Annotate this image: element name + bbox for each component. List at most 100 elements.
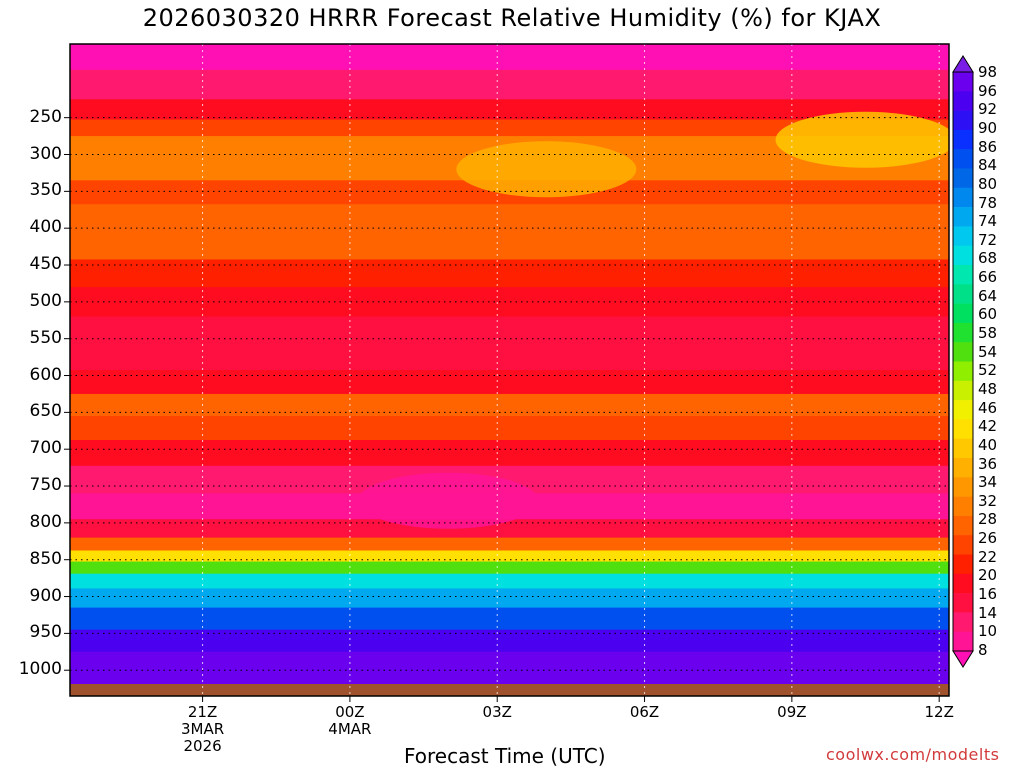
colorbar-tick-label: 80 bbox=[978, 174, 998, 193]
colorbar-tick-label: 66 bbox=[978, 268, 998, 287]
y-tick-label: 500 bbox=[29, 290, 62, 311]
colorbar-swatch bbox=[953, 612, 973, 632]
x-tick-label-line: 4MAR bbox=[328, 720, 372, 738]
colorbar-top-arrow bbox=[952, 55, 974, 73]
colorbar-swatch bbox=[953, 322, 973, 343]
colorbar-tick-label: 78 bbox=[978, 193, 998, 212]
colorbar-swatch bbox=[953, 91, 973, 111]
rh-band bbox=[70, 573, 949, 589]
rh-band bbox=[70, 651, 949, 675]
colorbar-tick-label: 42 bbox=[978, 417, 998, 436]
colorbar-swatch bbox=[953, 535, 973, 555]
y-tick-label: 950 bbox=[29, 622, 62, 643]
x-tick-label-line: 2026 bbox=[183, 737, 222, 755]
colorbar-tick-label: 26 bbox=[978, 529, 998, 548]
colorbar-swatch bbox=[953, 554, 973, 575]
humidity-field bbox=[70, 44, 949, 696]
colorbar-swatch bbox=[953, 245, 973, 266]
rh-band bbox=[70, 287, 949, 318]
y-tick-label: 850 bbox=[29, 548, 62, 569]
rh-band bbox=[70, 607, 949, 631]
colorbar-swatch bbox=[953, 149, 973, 169]
colorbar-tick-label: 60 bbox=[978, 305, 998, 324]
colorbar-tick-label: 46 bbox=[978, 398, 998, 417]
colorbar-tick-label: 8 bbox=[978, 641, 988, 659]
colorbar-tick-label: 90 bbox=[978, 118, 998, 137]
colorbar-tick-label: 34 bbox=[978, 473, 998, 492]
x-tick-label: 12Z bbox=[899, 704, 979, 721]
x-tick-label-line: 12Z bbox=[924, 703, 954, 721]
colorbar-swatch bbox=[953, 207, 973, 227]
colorbar-tick-label: 86 bbox=[978, 137, 998, 156]
colorbar-swatch bbox=[953, 110, 973, 131]
colorbar-bottom-arrow bbox=[952, 650, 974, 668]
colorbar-tick-label: 98 bbox=[978, 63, 998, 81]
x-tick-label-line: 03Z bbox=[482, 703, 512, 721]
colorbar-tick-label: 74 bbox=[978, 212, 998, 231]
colorbar-swatch bbox=[953, 438, 973, 459]
y-tick-label: 450 bbox=[29, 254, 62, 275]
y-tick-label: 300 bbox=[29, 143, 62, 164]
x-tick-label-line: 00Z bbox=[335, 703, 365, 721]
colorbar-tick-label: 20 bbox=[978, 566, 998, 585]
x-tick-label: 00Z 4MAR bbox=[310, 704, 390, 738]
colorbar-swatch bbox=[953, 342, 973, 362]
colorbar-swatch bbox=[953, 573, 973, 594]
colorbar-tick-label: 28 bbox=[978, 510, 998, 529]
y-tick-label: 750 bbox=[29, 475, 62, 496]
y-tick-label: 350 bbox=[29, 180, 62, 201]
colorbar-tick-label: 48 bbox=[978, 379, 998, 398]
colorbar-tick-label: 64 bbox=[978, 286, 998, 305]
colorbar-tick-label: 32 bbox=[978, 491, 998, 510]
rh-band bbox=[70, 204, 949, 233]
y-tick-label: 900 bbox=[29, 585, 62, 606]
x-tick-label: 09Z bbox=[752, 704, 832, 721]
credit-link[interactable]: coolwx.com/modelts bbox=[826, 745, 1000, 764]
rh-feature bbox=[358, 472, 539, 529]
colorbar-swatch bbox=[953, 380, 973, 401]
rh-band bbox=[70, 44, 949, 71]
colorbar-swatch bbox=[953, 303, 973, 324]
plot-frame bbox=[69, 43, 950, 697]
x-tick-label: 21Z 3MAR 2026 bbox=[163, 704, 243, 755]
colorbar-tick-label: 36 bbox=[978, 454, 998, 473]
rh-band bbox=[70, 550, 949, 563]
rh-feature bbox=[456, 141, 637, 198]
rh-band bbox=[70, 629, 949, 653]
rh-band bbox=[70, 416, 949, 441]
x-tick-label-line: 06Z bbox=[629, 703, 660, 721]
x-tick-label-line: 21Z bbox=[187, 703, 218, 721]
colorbar-swatch bbox=[953, 458, 973, 478]
rh-band bbox=[70, 370, 949, 395]
colorbar-swatch bbox=[953, 129, 973, 150]
colorbar-swatch bbox=[953, 419, 973, 439]
colorbar-swatch bbox=[953, 265, 973, 285]
colorbar-tick-label: 40 bbox=[978, 435, 998, 454]
rh-band bbox=[70, 519, 949, 539]
x-axis-label: Forecast Time (UTC) bbox=[404, 744, 606, 768]
colorbar-tick-label: 96 bbox=[978, 81, 998, 100]
rh-band bbox=[70, 99, 949, 121]
colorbar-swatch bbox=[953, 72, 973, 92]
rh-band bbox=[70, 393, 949, 417]
y-tick-label: 600 bbox=[29, 364, 62, 385]
colorbar-swatch bbox=[953, 593, 973, 613]
x-tick-label-line: 3MAR bbox=[180, 720, 225, 738]
y-tick-label: 800 bbox=[29, 511, 62, 532]
ground-strip bbox=[70, 684, 949, 696]
colorbar-tick-label: 72 bbox=[978, 230, 998, 249]
colorbar-tick-label: 14 bbox=[978, 603, 998, 622]
colorbar-swatch bbox=[953, 515, 973, 536]
x-tick-label-line: 09Z bbox=[777, 703, 807, 721]
y-tick-label: 700 bbox=[29, 438, 62, 459]
colorbar-swatch bbox=[953, 284, 973, 304]
grid-lines bbox=[64, 44, 949, 702]
colorbar-swatch bbox=[953, 477, 973, 497]
rh-band bbox=[70, 259, 949, 288]
colorbar-tick-label: 16 bbox=[978, 585, 998, 604]
colorbar-tick-label: 52 bbox=[978, 361, 998, 380]
rh-band bbox=[70, 344, 949, 371]
rh-band bbox=[70, 69, 949, 100]
colorbar-tick-label: 58 bbox=[978, 324, 998, 343]
